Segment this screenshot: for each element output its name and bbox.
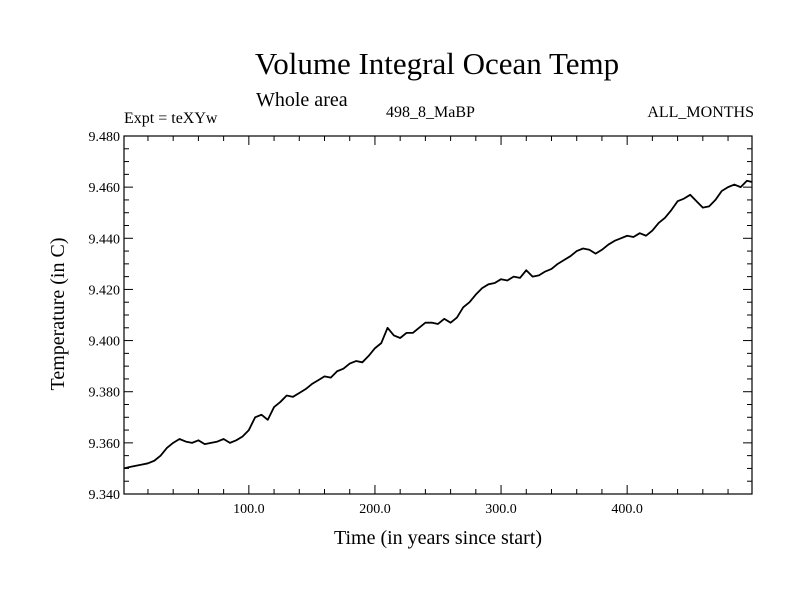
x-tick-label: 100.0: [233, 502, 265, 517]
y-tick-label: 9.340: [89, 488, 121, 503]
y-axis-label: Temperature (in C): [47, 237, 69, 391]
temperature-series-line: [123, 179, 753, 470]
ticks-layer: [124, 135, 752, 495]
y-tick-label: 9.440: [89, 232, 121, 247]
x-axis-label: Time (in years since start): [333, 527, 543, 549]
y-tick-label: 9.480: [89, 130, 121, 145]
tick-labels-layer: 100.0 200.0 300.0 400.0 9.340 9.360 9.380 9.400…: [89, 130, 643, 517]
months-label: ALL_MONTHS: [647, 104, 754, 121]
y-tick-label: 9.420: [89, 283, 121, 298]
series-layer: [123, 179, 753, 470]
y-tick-label: 9.360: [89, 437, 121, 452]
x-tick-label: 400.0: [611, 502, 643, 517]
plot-frame: [123, 135, 753, 495]
chart-title: Volume Integral Ocean Temp: [254, 46, 620, 81]
run-id-label: 498_8_MaBP: [386, 104, 475, 121]
x-tick-label: 300.0: [485, 502, 517, 517]
chart-subtitle: Whole area: [256, 89, 348, 111]
y-tick-label: 9.380: [89, 386, 121, 401]
y-tick-label: 9.460: [89, 181, 121, 196]
experiment-label: Expt = teXYw: [124, 110, 218, 127]
y-tick-label: 9.400: [89, 335, 121, 350]
x-tick-label: 200.0: [359, 502, 391, 517]
